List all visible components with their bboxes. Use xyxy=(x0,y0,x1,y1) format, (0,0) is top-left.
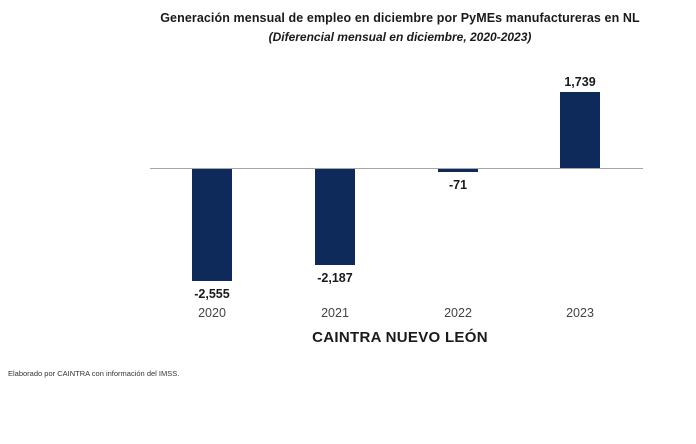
chart-title: Generación mensual de empleo en diciembr… xyxy=(160,11,640,25)
value-label-2020: -2,555 xyxy=(194,286,230,301)
x-axis-title: CAINTRA NUEVO LEÓN xyxy=(312,329,488,346)
bar-2020 xyxy=(192,169,232,281)
category-label-2021: 2021 xyxy=(321,306,349,320)
x-axis-line xyxy=(150,167,643,169)
chart-subtitle: (Diferencial mensual en diciembre, 2020-… xyxy=(268,30,532,44)
category-label-2023: 2023 xyxy=(566,306,594,320)
bar-2022 xyxy=(438,169,478,173)
value-label-2021: -2,187 xyxy=(317,270,353,285)
value-label-2022: -71 xyxy=(448,178,468,193)
value-label-2023: 1,739 xyxy=(564,75,596,89)
bar-2023 xyxy=(560,92,600,168)
source-footnote: Elaborado por CAINTRA con información de… xyxy=(8,369,180,378)
category-label-2020: 2020 xyxy=(198,306,226,320)
category-label-2022: 2022 xyxy=(444,306,472,320)
bar-2021 xyxy=(315,169,355,265)
